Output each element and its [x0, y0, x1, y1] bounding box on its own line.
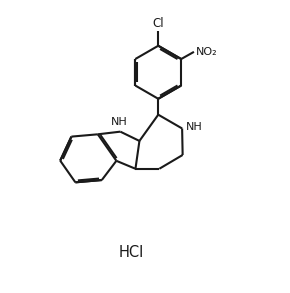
Text: NO₂: NO₂ [195, 47, 217, 57]
Text: Cl: Cl [153, 17, 164, 30]
Text: NH: NH [186, 122, 203, 132]
Text: HCl: HCl [119, 245, 144, 260]
Text: NH: NH [111, 117, 127, 127]
